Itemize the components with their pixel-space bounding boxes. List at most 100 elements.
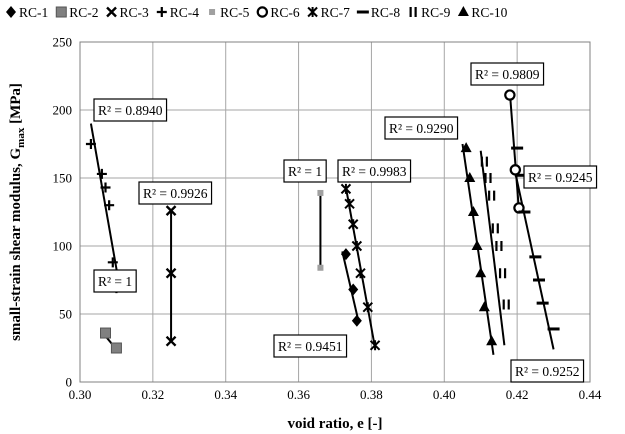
- trendline-rc-6: [508, 92, 520, 211]
- legend-item-rc-4: RC-4: [156, 5, 200, 20]
- legend-marker-rc-10: [457, 6, 469, 16]
- legend-marker-rc-1: [6, 6, 16, 18]
- x-tick-label: 0.34: [214, 387, 237, 402]
- point-rc-4: [100, 182, 111, 193]
- legend-label-rc-4: RC-4: [170, 5, 200, 20]
- point-rc-7: [340, 183, 352, 195]
- r2-annotations: R² = 0.8940 R² = 0.9926 R² = 1 R² = 1 R² = 0…: [93, 62, 598, 383]
- point-rc-2: [100, 327, 111, 339]
- r2-text-rc-10: R² = 0.9290: [389, 121, 454, 136]
- r2-text-rc-1: R² = 0.9451: [278, 339, 343, 354]
- legend-item-rc-9: RC-9: [409, 5, 451, 20]
- axes: void ratio, e [-] small-strain shear mod…: [8, 35, 602, 433]
- point-rc-10: [471, 240, 483, 250]
- point-rc-4: [96, 168, 107, 179]
- point-rc-10: [478, 301, 490, 312]
- point-rc-10: [460, 142, 472, 153]
- point-rc-6: [509, 164, 522, 176]
- r2-label-rc-10: R² = 0.9290: [384, 116, 459, 140]
- point-rc-1: [351, 314, 362, 327]
- y-tick-label: 100: [53, 239, 73, 254]
- series-rc-5: [317, 189, 324, 271]
- y-axis-title-unit: [MPa]: [8, 83, 24, 128]
- point-rc-2: [110, 342, 122, 354]
- series-rc-2: [100, 327, 122, 354]
- y-tick-label: 0: [66, 375, 73, 390]
- y-axis-title: small-strain shear modulus, Gmax [MPa]: [8, 83, 27, 341]
- series-rc-9: [480, 156, 510, 310]
- point-rc-9: [502, 299, 510, 310]
- x-tick-label: 0.30: [69, 387, 92, 402]
- point-rc-4: [107, 257, 118, 268]
- legend: RC-1 RC-2 RC-3 RC-4 RC-5 RC-6 RC-7 RC-8 RC-9 RC-1…: [6, 5, 508, 20]
- r2-text-rc-5: R² = 1: [288, 164, 322, 179]
- point-rc-6: [504, 89, 516, 101]
- legend-label-rc-9: RC-9: [421, 5, 451, 20]
- plot-area-border: [79, 41, 591, 383]
- point-rc-9: [484, 173, 492, 183]
- r2-box-rc-1: [273, 334, 348, 358]
- r2-text-rc-9: R² = 0.9252: [515, 364, 580, 379]
- series-rc-3: [165, 205, 177, 347]
- r2-text-rc-7: R² = 0.9983: [342, 164, 407, 179]
- point-rc-7: [344, 198, 355, 210]
- legend-label-rc-3: RC-3: [120, 5, 150, 20]
- trendline-rc-4: [89, 123, 122, 290]
- legend-label-rc-5: RC-5: [220, 5, 250, 20]
- r2-label-rc-4: R² = 0.8940: [93, 98, 168, 122]
- x-tick-label: 0.42: [506, 387, 529, 402]
- legend-marker-rc-9: [409, 7, 417, 17]
- r2-text-rc-2: R² = 1: [98, 274, 132, 289]
- legend-item-rc-6: RC-6: [256, 5, 300, 20]
- point-rc-10: [486, 335, 498, 346]
- series-rc-7: [340, 183, 381, 351]
- legend-item-rc-10: RC-10: [457, 5, 508, 20]
- trendlines: [89, 92, 555, 355]
- r2-box-rc-6: [470, 62, 545, 86]
- point-rc-7: [355, 267, 366, 279]
- legend-label-rc-1: RC-1: [19, 5, 48, 20]
- legend-marker-rc-4: [156, 7, 167, 17]
- r2-label-rc-9: R² = 0.9252: [510, 359, 585, 383]
- r2-box-rc-3: [138, 181, 213, 205]
- grid: [79, 41, 591, 383]
- point-rc-9: [491, 223, 499, 234]
- y-tick-label: 150: [53, 171, 73, 186]
- series-rc-10: [460, 142, 498, 346]
- r2-box-rc-10: [384, 116, 459, 140]
- r2-label-rc-1: R² = 0.9451: [273, 334, 348, 358]
- r2-box-rc-2: [93, 269, 137, 293]
- point-rc-9: [480, 156, 488, 167]
- x-tick-label: 0.32: [141, 387, 164, 402]
- r2-text-rc-6: R² = 0.9809: [475, 67, 540, 82]
- r2-box-rc-5: [283, 159, 327, 183]
- point-rc-10: [467, 206, 479, 216]
- r2-label-rc-7: R² = 0.9983: [337, 159, 412, 183]
- r2-text-rc-8: R² = 0.9245: [528, 170, 593, 185]
- legend-item-rc-1: RC-1: [6, 5, 48, 20]
- series-rc-1: [340, 248, 362, 327]
- r2-box-rc-7: [337, 159, 412, 183]
- y-tick-label: 200: [53, 103, 73, 118]
- x-axis-title: void ratio, e [-]: [288, 416, 383, 432]
- legend-label-rc-8: RC-8: [371, 5, 401, 20]
- r2-label-rc-6: R² = 0.9809: [470, 62, 545, 86]
- point-rc-10: [475, 267, 487, 278]
- legend-marker-rc-2: [55, 6, 67, 18]
- r2-box-rc-4: [93, 98, 168, 122]
- x-tick-label: 0.36: [287, 387, 310, 402]
- y-tick-label: 250: [53, 35, 73, 50]
- legend-label-rc-2: RC-2: [69, 5, 98, 20]
- point-rc-7: [351, 240, 363, 252]
- legend-item-rc-7: RC-7: [307, 5, 351, 20]
- point-rc-1: [348, 283, 359, 296]
- r2-text-rc-4: R² = 0.8940: [98, 103, 163, 118]
- point-rc-4: [104, 200, 115, 211]
- legend-label-rc-7: RC-7: [321, 5, 351, 20]
- legend-marker-rc-7: [307, 6, 318, 18]
- trendline-rc-7: [344, 187, 377, 349]
- point-rc-9: [495, 241, 503, 251]
- legend-label-rc-10: RC-10: [471, 5, 507, 20]
